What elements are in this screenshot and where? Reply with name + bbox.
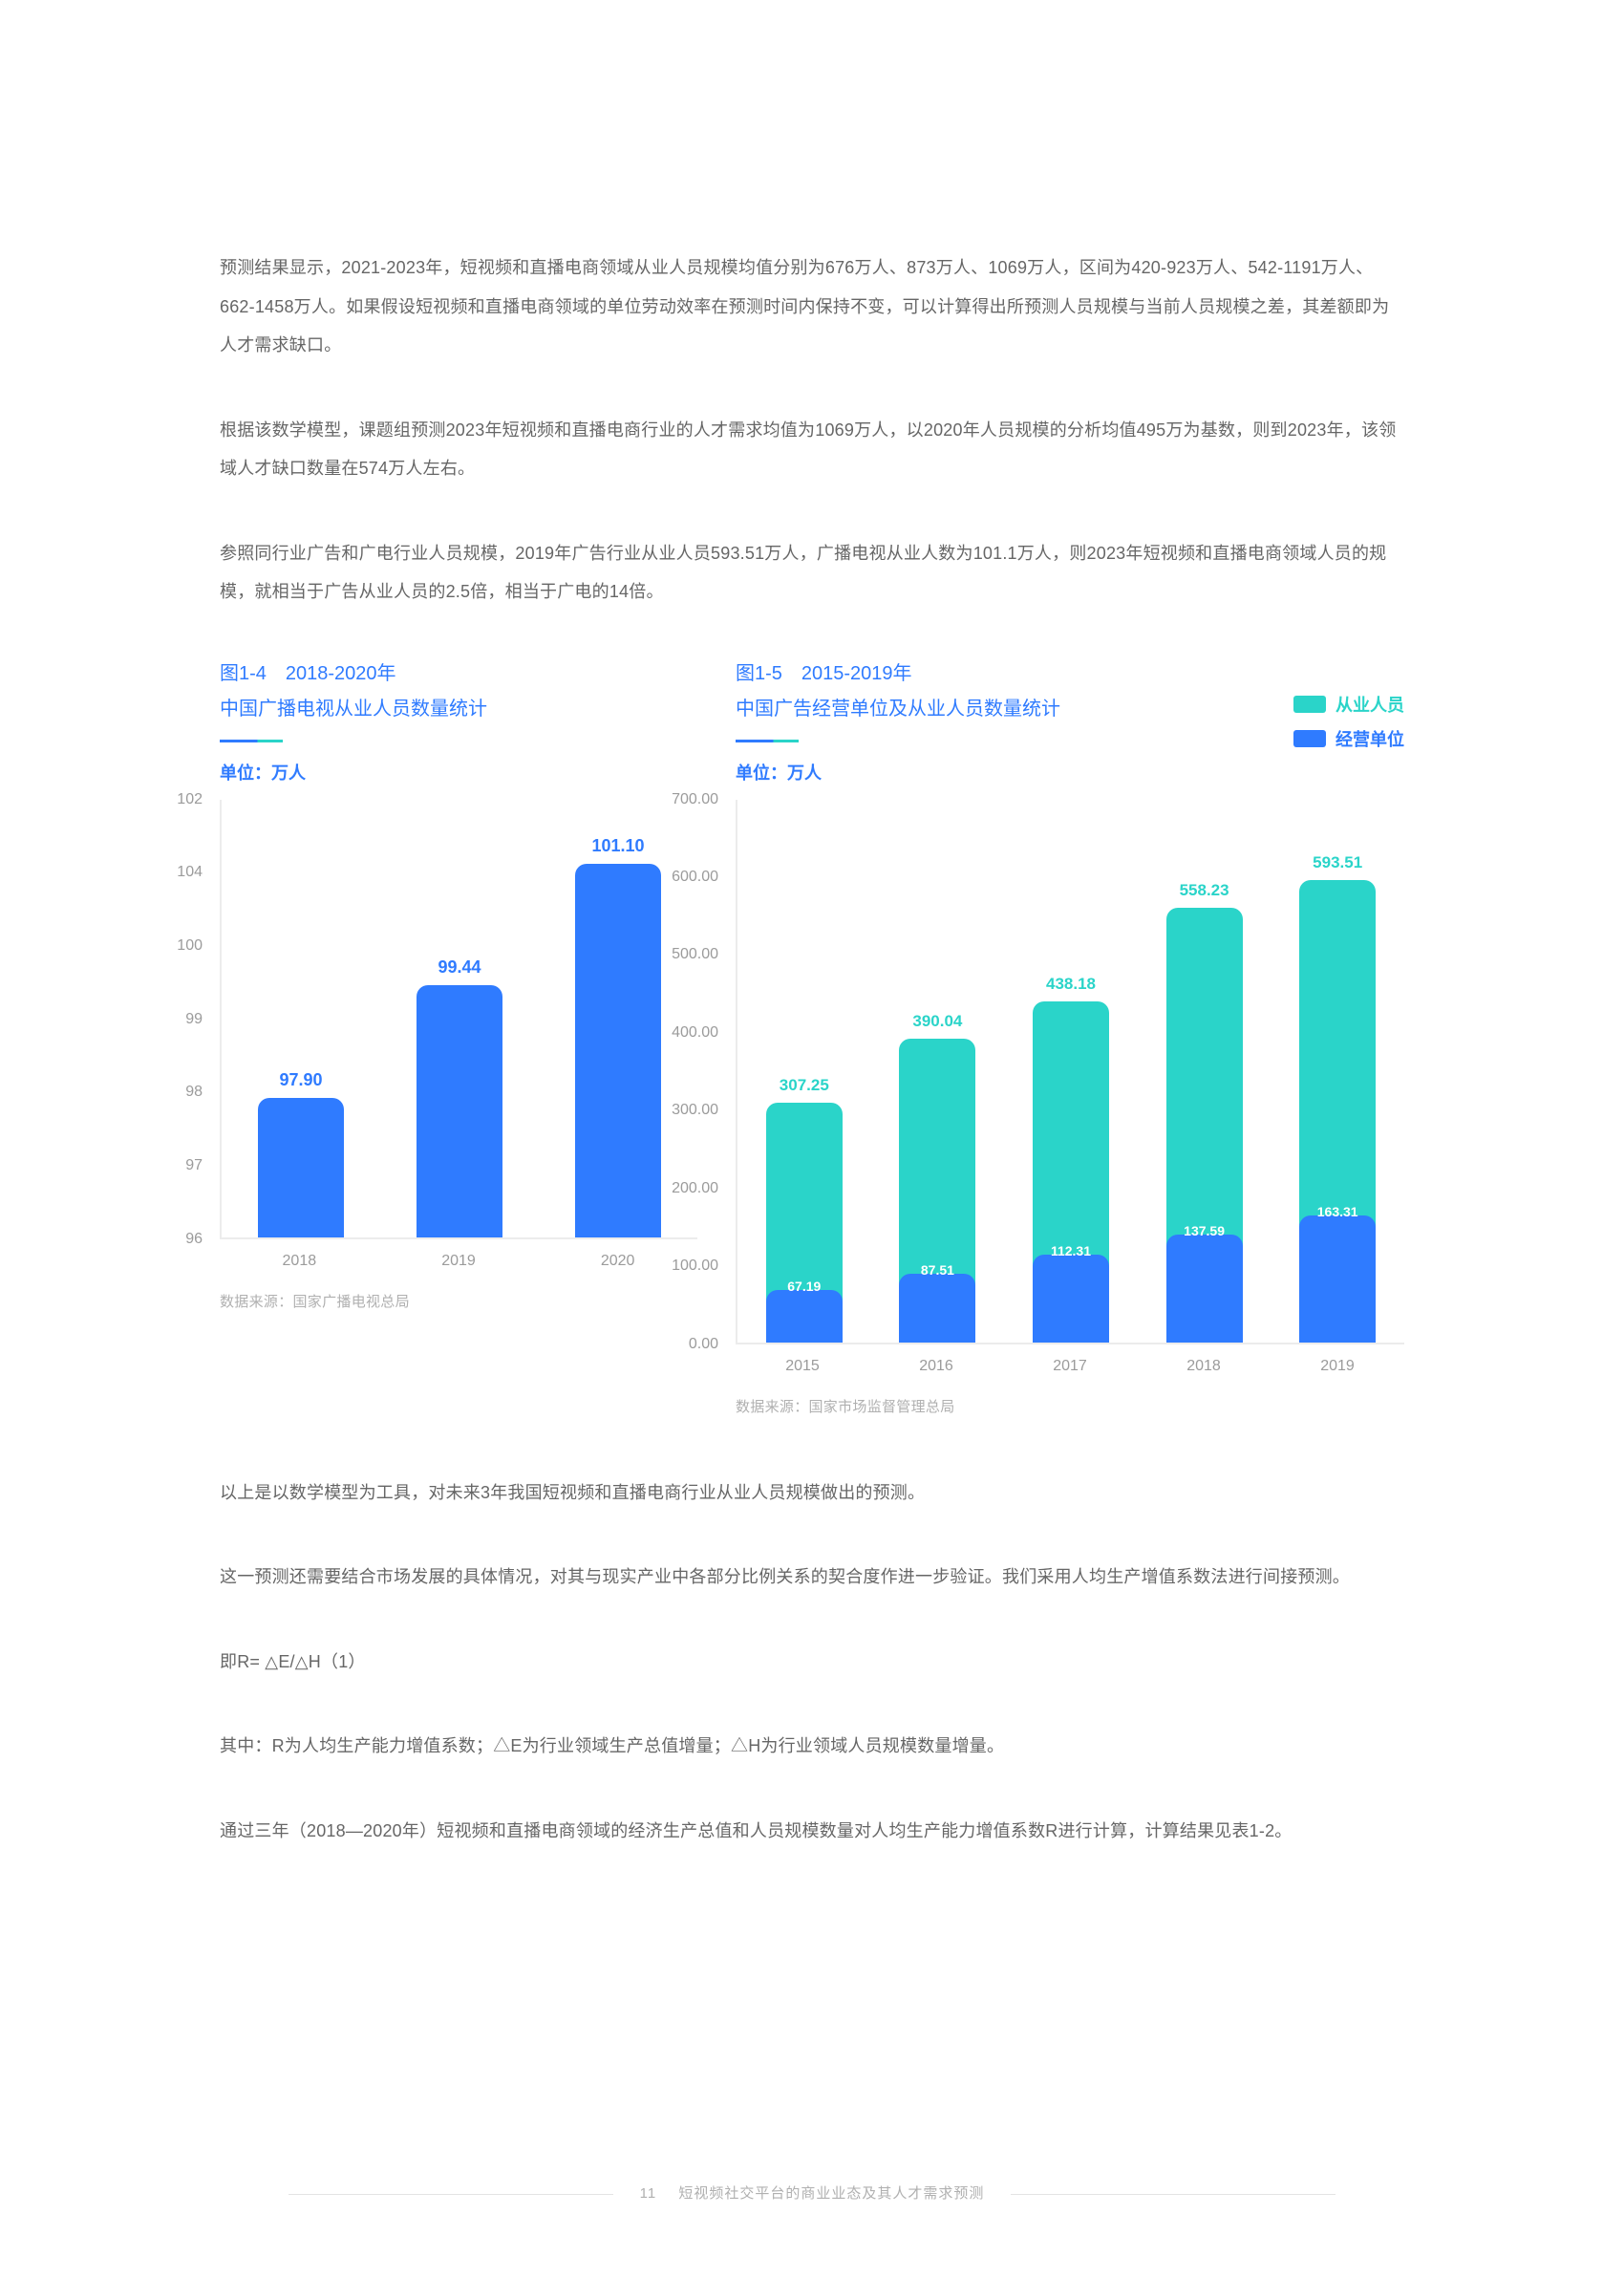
chart2-bar-front-rect (899, 1274, 975, 1342)
chart2-bar: 390.04 87.51 (899, 1012, 975, 1343)
paragraph-3: 参照同行业广告和广电行业人员规模，2019年广告行业从业人员593.51万人，广… (220, 534, 1404, 612)
chart2-ytick-label: 300.00 (672, 1102, 718, 1119)
paragraph-4: 以上是以数学模型为工具，对未来3年我国短视频和直播电商行业从业人员规模做出的预测… (220, 1473, 1404, 1513)
chart1-unit: 单位：万人 (220, 760, 697, 785)
chart1-bars: 97.90 99.44 101.10 (222, 800, 697, 1239)
footer-title: 短视频社交平台的商业业态及其人才需求预测 (678, 2185, 984, 2202)
chart2-ytick-label: 500.00 (672, 946, 718, 963)
chart1-bar-rect (417, 985, 502, 1237)
chart1-ytick-label: 98 (185, 1084, 203, 1101)
chart2-title-line1: 图1-5 2015-2019年 (736, 657, 1404, 685)
chart2-bar-front-rect (1299, 1215, 1376, 1343)
chart2-xtick-label: 2016 (919, 1358, 953, 1375)
chart1-title-line1: 图1-4 2018-2020年 (220, 657, 697, 685)
chart1-ytick-label: 100 (177, 937, 203, 955)
chart2-legend-item: 经营单位 (1293, 726, 1404, 751)
chart2-xtick-label: 2017 (1053, 1358, 1087, 1375)
chart2-legend-swatch (1293, 730, 1326, 747)
chart2-unit: 单位：万人 (736, 760, 1404, 785)
chart2-bar-front-rect (1166, 1235, 1243, 1342)
chart2-ytick-label: 700.00 (672, 791, 718, 808)
chart2-underline (736, 740, 799, 742)
chart2-bar: 438.18 112.31 (1033, 975, 1109, 1343)
chart2-legend-label: 经营单位 (1336, 726, 1404, 751)
chart1-xaxis: 2018 2019 2020 (220, 1239, 697, 1270)
chart1-bar-value-label: 101.10 (591, 836, 644, 856)
chart2-bar-bottom-label: 137.59 (1184, 1223, 1225, 1238)
chart2-bar-group: 87.51 (899, 1039, 975, 1343)
chart2-bar: 593.51 163.31 (1299, 853, 1376, 1342)
chart1-bar: 97.90 (258, 1070, 344, 1237)
chart2-bar-top-label: 438.18 (1046, 975, 1096, 994)
chart2-xtick-label: 2018 (1186, 1358, 1221, 1375)
chart1-underline (220, 740, 283, 742)
paragraph-2: 根据该数学模型，课题组预测2023年短视频和直播电商行业的人才需求均值为1069… (220, 411, 1404, 488)
chart1-ytick-label: 104 (177, 864, 203, 881)
footer-divider-right (1011, 2194, 1336, 2195)
chart2-legend: 从业人员经营单位 (1293, 692, 1404, 751)
chart2-bar-top-label: 307.25 (780, 1076, 829, 1095)
chart2-bar-front-rect (1033, 1255, 1109, 1342)
chart2-bar-top-label: 593.51 (1313, 853, 1362, 872)
chart2-bar-bottom-label: 163.31 (1317, 1204, 1358, 1219)
chart2-ytick-label: 200.00 (672, 1180, 718, 1197)
chart1-xtick-label: 2019 (441, 1253, 476, 1270)
chart1-ytick-label: 96 (185, 1231, 203, 1248)
chart1-bar: 101.10 (575, 836, 661, 1237)
chart2-xtick-label: 2019 (1320, 1358, 1355, 1375)
chart1-ytick-label: 102 (177, 791, 203, 808)
footer-divider-left (288, 2194, 613, 2195)
chart2-legend-swatch (1293, 696, 1326, 713)
chart2-xaxis: 2015 2016 2017 2018 2019 (736, 1344, 1404, 1375)
chart2-ytick-label: 600.00 (672, 869, 718, 886)
chart1-bar: 99.44 (417, 957, 502, 1237)
chart1-ytick-label: 97 (185, 1157, 203, 1174)
chart2-bar-bottom-label: 87.51 (921, 1262, 954, 1278)
chart2-bar-top-label: 390.04 (912, 1012, 962, 1031)
page-number: 11 (640, 2185, 657, 2202)
chart2-bar-group: 112.31 (1033, 1001, 1109, 1343)
chart1-xtick-label: 2020 (601, 1253, 635, 1270)
paragraph-7: 其中：R为人均生产能力增值系数；△E为行业领域生产总值增量；△H为行业领域人员规… (220, 1727, 1404, 1766)
chart1-plot-area: 9697989910010410297.9099.44101.10 (220, 800, 697, 1239)
chart2-header: 图1-5 2015-2019年 中国广告经营单位及从业人员数量统计 从业人员经营… (736, 657, 1404, 728)
charts-row: 图1-4 2018-2020年 中国广播电视从业人员数量统计 单位：万人 969… (220, 657, 1404, 1416)
chart1-title-line2: 中国广播电视从业人员数量统计 (220, 693, 697, 720)
page-footer: 11 短视频社交平台的商业业态及其人才需求预测 (0, 2182, 1624, 2203)
chart1-xtick-label: 2018 (283, 1253, 317, 1270)
chart-1-5: 图1-5 2015-2019年 中国广告经营单位及从业人员数量统计 从业人员经营… (736, 657, 1404, 1416)
chart2-ytick-label: 100.00 (672, 1258, 718, 1275)
paragraph-5: 这一预测还需要结合市场发展的具体情况，对其与现实产业中各部分比例关系的契合度作进… (220, 1558, 1404, 1597)
chart2-plot-area: 0.00100.00200.00300.00400.00500.00600.00… (736, 800, 1404, 1344)
chart2-bar-top-label: 558.23 (1180, 881, 1229, 900)
chart2-bars: 307.25 67.19 390.04 87.51 438.18 112.31 558.23… (737, 800, 1404, 1344)
chart2-bar: 307.25 67.19 (766, 1076, 843, 1342)
chart2-bar-group: 137.59 (1166, 908, 1243, 1343)
chart2-xtick-label: 2015 (785, 1358, 820, 1375)
chart2-legend-item: 从业人员 (1293, 692, 1404, 717)
chart1-bar-rect (258, 1098, 344, 1237)
chart2-ytick-label: 0.00 (689, 1336, 718, 1353)
chart2-bar-bottom-label: 67.19 (787, 1279, 821, 1294)
chart1-bar-rect (575, 864, 661, 1237)
paragraph-1: 预测结果显示，2021-2023年，短视频和直播电商领域从业人员规模均值分别为6… (220, 248, 1404, 365)
chart2-ytick-label: 400.00 (672, 1024, 718, 1042)
chart1-bar-value-label: 99.44 (438, 957, 481, 978)
paragraph-8: 通过三年（2018—2020年）短视频和直播电商领域的经济生产总值和人员规模数量… (220, 1812, 1404, 1851)
chart1-bar-value-label: 97.90 (279, 1070, 322, 1090)
chart1-ytick-label: 99 (185, 1011, 203, 1028)
paragraph-formula: 即R= △E/△H（1） (220, 1643, 1404, 1682)
chart1-source: 数据来源：国家广播电视总局 (220, 1291, 697, 1311)
chart2-bar-group: 163.31 (1299, 880, 1376, 1342)
chart2-source: 数据来源：国家市场监督管理总局 (736, 1396, 1404, 1416)
chart-1-4: 图1-4 2018-2020年 中国广播电视从业人员数量统计 单位：万人 969… (220, 657, 697, 1416)
chart2-bar-front-rect (766, 1290, 843, 1343)
chart2-bar-group: 67.19 (766, 1103, 843, 1342)
chart2-legend-label: 从业人员 (1336, 692, 1404, 717)
chart2-bar-bottom-label: 112.31 (1051, 1243, 1091, 1258)
chart2-bar: 558.23 137.59 (1166, 881, 1243, 1343)
